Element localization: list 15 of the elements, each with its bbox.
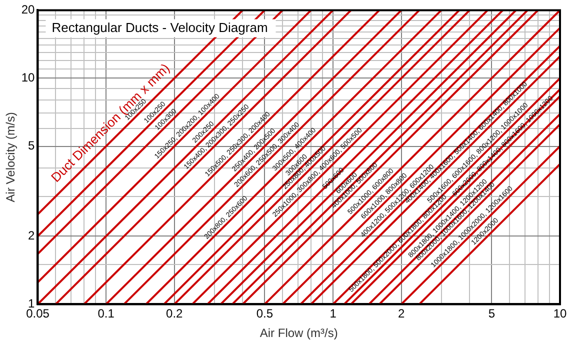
x-tick-label: 5 bbox=[488, 306, 496, 321]
text: Rectangular Ducts - Velocity Diagram bbox=[52, 20, 268, 35]
y-tick-label: 2 bbox=[28, 228, 36, 242]
x-tick-label: 0.5 bbox=[256, 306, 274, 321]
y-axis-title: Air Velocity (m/s) bbox=[4, 112, 18, 202]
x-tick-label: 2 bbox=[398, 306, 406, 321]
y-tick-label: 20 bbox=[21, 2, 36, 17]
x-tick-label: 0.2 bbox=[166, 306, 184, 321]
y-tick-label: 10 bbox=[21, 70, 36, 85]
x-axis-title: Air Flow (m³/s) bbox=[260, 326, 338, 340]
x-tick-label: 0.05 bbox=[26, 306, 50, 321]
x-tick-label: 0.1 bbox=[98, 306, 115, 321]
x-tick-label: 1 bbox=[330, 306, 337, 321]
y-tick-label: 5 bbox=[28, 138, 36, 153]
x-tick-label: 10 bbox=[553, 306, 567, 321]
